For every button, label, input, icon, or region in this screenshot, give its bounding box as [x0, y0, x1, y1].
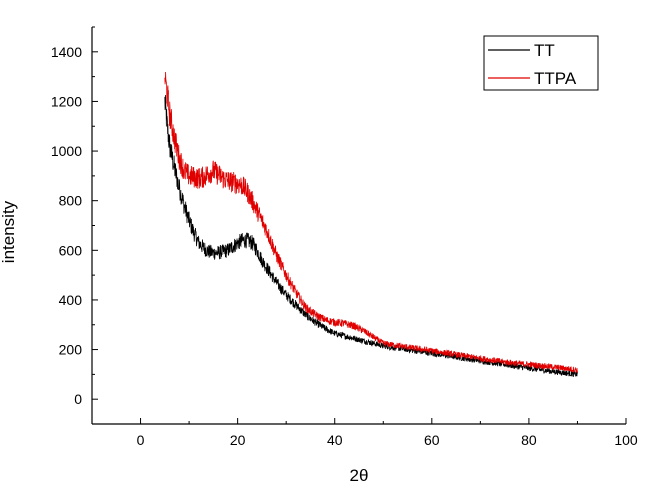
legend-box [483, 35, 599, 91]
x-tick-label: 80 [521, 432, 537, 448]
y-tick-label: 400 [59, 292, 83, 308]
y-tick-label: 800 [59, 193, 83, 209]
y-tick-label: 1200 [51, 93, 82, 109]
x-axis-title: 2θ [350, 466, 369, 485]
y-tick-label: 1400 [51, 44, 82, 60]
x-tick-label: 100 [614, 432, 638, 448]
series-line-ttpa [164, 71, 578, 373]
y-tick-label: 1000 [51, 143, 82, 159]
legend-label-tt: TT [534, 41, 555, 60]
legend-label-ttpa: TTPA [534, 69, 577, 88]
y-tick-label: 200 [59, 342, 83, 358]
series-line-tt [164, 94, 578, 377]
y-axis-title: intensity [0, 200, 18, 263]
y-ticks: 0 200 400 600 800 1000 1200 1400 [51, 26, 98, 425]
x-tick-label: 0 [137, 432, 145, 448]
x-tick-label: 40 [327, 432, 343, 448]
x-ticks: 0 20 40 60 80 100 [91, 418, 638, 448]
y-tick-label: 600 [59, 242, 83, 258]
plot-lines [164, 71, 578, 377]
x-tick-label: 60 [424, 432, 440, 448]
legend: TT TTPA [483, 35, 599, 91]
x-tick-label: 20 [230, 432, 246, 448]
y-tick-label: 0 [74, 391, 82, 407]
